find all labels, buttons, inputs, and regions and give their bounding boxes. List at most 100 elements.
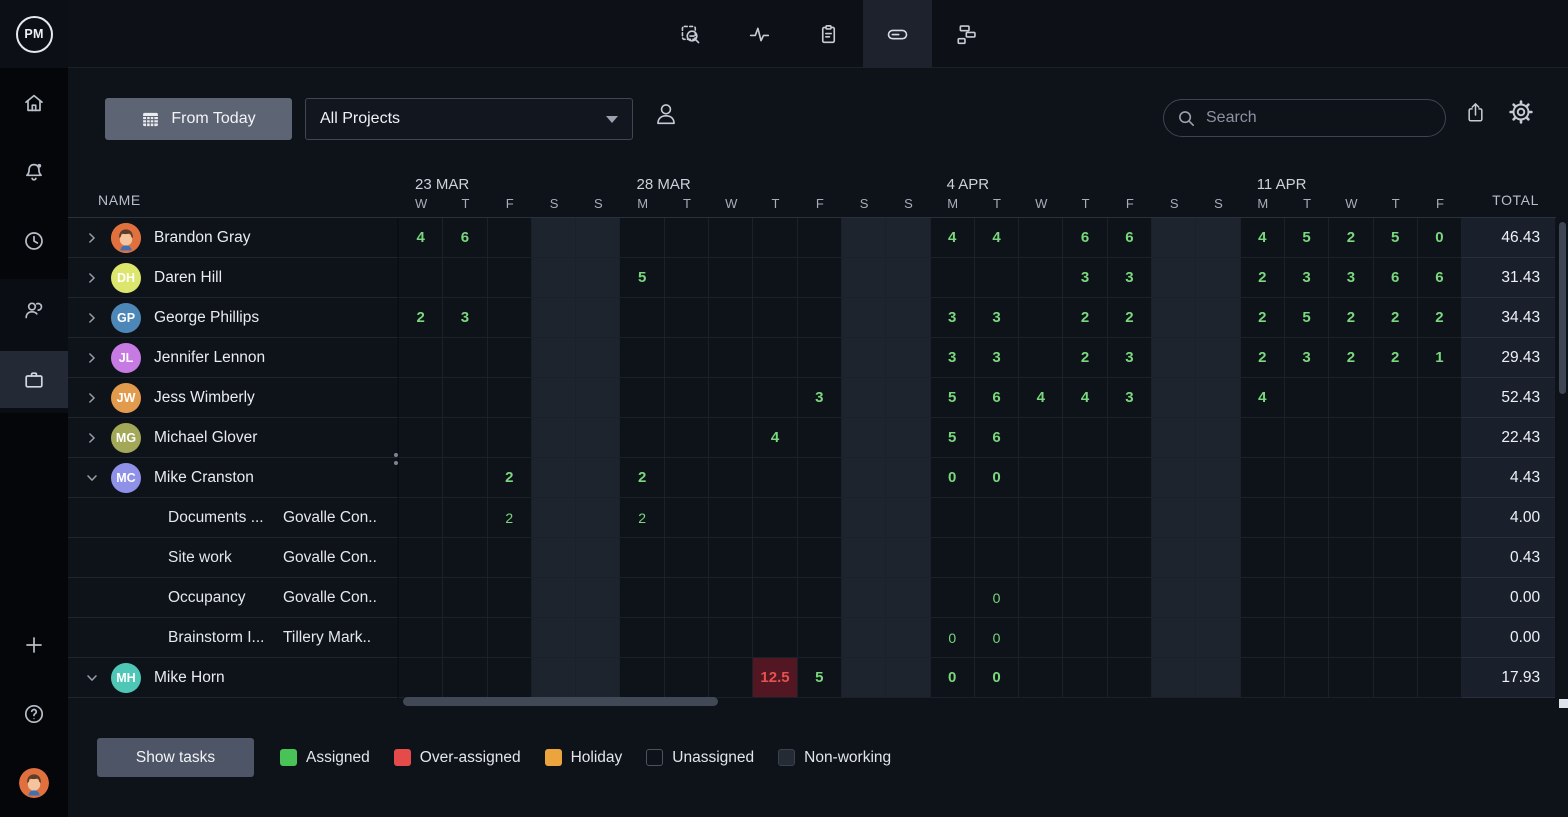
allocation-cell[interactable]: [665, 378, 709, 418]
allocation-cell[interactable]: 3: [443, 298, 487, 338]
vertical-scrollbar-thumb[interactable]: [1559, 222, 1566, 394]
allocation-cell[interactable]: [1152, 218, 1196, 258]
allocation-cell[interactable]: [753, 578, 797, 618]
allocation-cell[interactable]: [798, 218, 842, 258]
tab-workload[interactable]: [863, 0, 932, 68]
allocation-cell[interactable]: [443, 538, 487, 578]
allocation-cell[interactable]: [753, 338, 797, 378]
allocation-cell[interactable]: 0: [1418, 218, 1462, 258]
allocation-cell[interactable]: [1418, 498, 1462, 538]
allocation-cell[interactable]: [798, 578, 842, 618]
allocation-cell[interactable]: 3: [1108, 258, 1152, 298]
allocation-cell[interactable]: [576, 618, 620, 658]
allocation-cell[interactable]: [576, 498, 620, 538]
allocation-cell[interactable]: [1196, 498, 1240, 538]
allocation-cell[interactable]: [798, 258, 842, 298]
allocation-cell[interactable]: [753, 258, 797, 298]
allocation-cell[interactable]: [1196, 538, 1240, 578]
allocation-cell[interactable]: [886, 378, 930, 418]
allocation-cell[interactable]: [665, 218, 709, 258]
allocation-cell[interactable]: [1063, 618, 1107, 658]
allocation-cell[interactable]: [1418, 658, 1462, 698]
chevron-right-icon[interactable]: [85, 271, 99, 285]
allocation-cell[interactable]: 5: [1374, 218, 1418, 258]
allocation-cell[interactable]: [842, 618, 886, 658]
allocation-cell[interactable]: [620, 658, 664, 698]
allocation-cell[interactable]: [886, 258, 930, 298]
tab-task-list[interactable]: [794, 0, 863, 68]
allocation-cell[interactable]: 4: [1019, 378, 1063, 418]
allocation-cell[interactable]: 2: [1329, 298, 1373, 338]
project-filter-dropdown[interactable]: All Projects: [305, 98, 633, 140]
sidebar-item-home[interactable]: [0, 75, 68, 131]
allocation-cell[interactable]: [532, 538, 576, 578]
allocation-cell[interactable]: 2: [620, 498, 664, 538]
allocation-cell[interactable]: [532, 418, 576, 458]
chevron-down-icon[interactable]: [85, 671, 99, 685]
allocation-cell[interactable]: [886, 538, 930, 578]
allocation-cell[interactable]: 12.5: [753, 658, 797, 698]
allocation-cell[interactable]: [488, 418, 532, 458]
allocation-cell[interactable]: [1374, 378, 1418, 418]
allocation-cell[interactable]: 2: [1241, 258, 1285, 298]
tab-zoom-select[interactable]: [656, 0, 725, 68]
allocation-cell[interactable]: [1374, 418, 1418, 458]
allocation-cell[interactable]: [1285, 458, 1329, 498]
allocation-cell[interactable]: [1418, 418, 1462, 458]
allocation-cell[interactable]: 4: [753, 418, 797, 458]
allocation-cell[interactable]: [665, 338, 709, 378]
allocation-cell[interactable]: [1285, 378, 1329, 418]
allocation-cell[interactable]: 3: [1329, 258, 1373, 298]
allocation-cell[interactable]: 5: [1285, 298, 1329, 338]
allocation-cell[interactable]: [1329, 658, 1373, 698]
allocation-cell[interactable]: 2: [1063, 298, 1107, 338]
allocation-cell[interactable]: [1241, 458, 1285, 498]
allocation-cell[interactable]: [753, 378, 797, 418]
allocation-cell[interactable]: [1329, 418, 1373, 458]
people-filter-button[interactable]: [653, 101, 679, 127]
allocation-cell[interactable]: [532, 458, 576, 498]
allocation-cell[interactable]: 3: [1285, 338, 1329, 378]
allocation-cell[interactable]: 6: [975, 418, 1019, 458]
allocation-cell[interactable]: 4: [1241, 218, 1285, 258]
allocation-cell[interactable]: 5: [798, 658, 842, 698]
allocation-cell[interactable]: [1196, 218, 1240, 258]
allocation-cell[interactable]: [665, 458, 709, 498]
allocation-cell[interactable]: [1152, 418, 1196, 458]
allocation-cell[interactable]: [931, 498, 975, 538]
allocation-cell[interactable]: 4: [975, 218, 1019, 258]
allocation-cell[interactable]: 2: [1374, 338, 1418, 378]
allocation-cell[interactable]: [1418, 458, 1462, 498]
allocation-cell[interactable]: [1374, 458, 1418, 498]
allocation-cell[interactable]: [1418, 618, 1462, 658]
export-button[interactable]: [1464, 101, 1487, 124]
person-row[interactable]: MGMichael Glover45622.43: [68, 418, 1556, 458]
allocation-cell[interactable]: [1108, 538, 1152, 578]
allocation-cell[interactable]: [576, 658, 620, 698]
allocation-cell[interactable]: [443, 498, 487, 538]
allocation-cell[interactable]: [1196, 298, 1240, 338]
allocation-cell[interactable]: 2: [1329, 218, 1373, 258]
allocation-cell[interactable]: [1374, 498, 1418, 538]
allocation-cell[interactable]: 0: [931, 658, 975, 698]
allocation-cell[interactable]: [488, 378, 532, 418]
user-avatar[interactable]: [19, 768, 49, 798]
allocation-cell[interactable]: [488, 538, 532, 578]
allocation-cell[interactable]: [1019, 498, 1063, 538]
allocation-cell[interactable]: [1241, 578, 1285, 618]
allocation-cell[interactable]: [443, 258, 487, 298]
allocation-cell[interactable]: [620, 618, 664, 658]
allocation-cell[interactable]: [665, 658, 709, 698]
allocation-cell[interactable]: [488, 298, 532, 338]
allocation-cell[interactable]: [1241, 658, 1285, 698]
allocation-cell[interactable]: [1063, 658, 1107, 698]
allocation-cell[interactable]: [1418, 578, 1462, 618]
allocation-cell[interactable]: [576, 538, 620, 578]
allocation-cell[interactable]: [709, 578, 753, 618]
allocation-cell[interactable]: [1063, 538, 1107, 578]
allocation-cell[interactable]: [842, 298, 886, 338]
allocation-cell[interactable]: 2: [1063, 338, 1107, 378]
allocation-cell[interactable]: 2: [1241, 298, 1285, 338]
allocation-cell[interactable]: [798, 338, 842, 378]
allocation-cell[interactable]: [1329, 578, 1373, 618]
